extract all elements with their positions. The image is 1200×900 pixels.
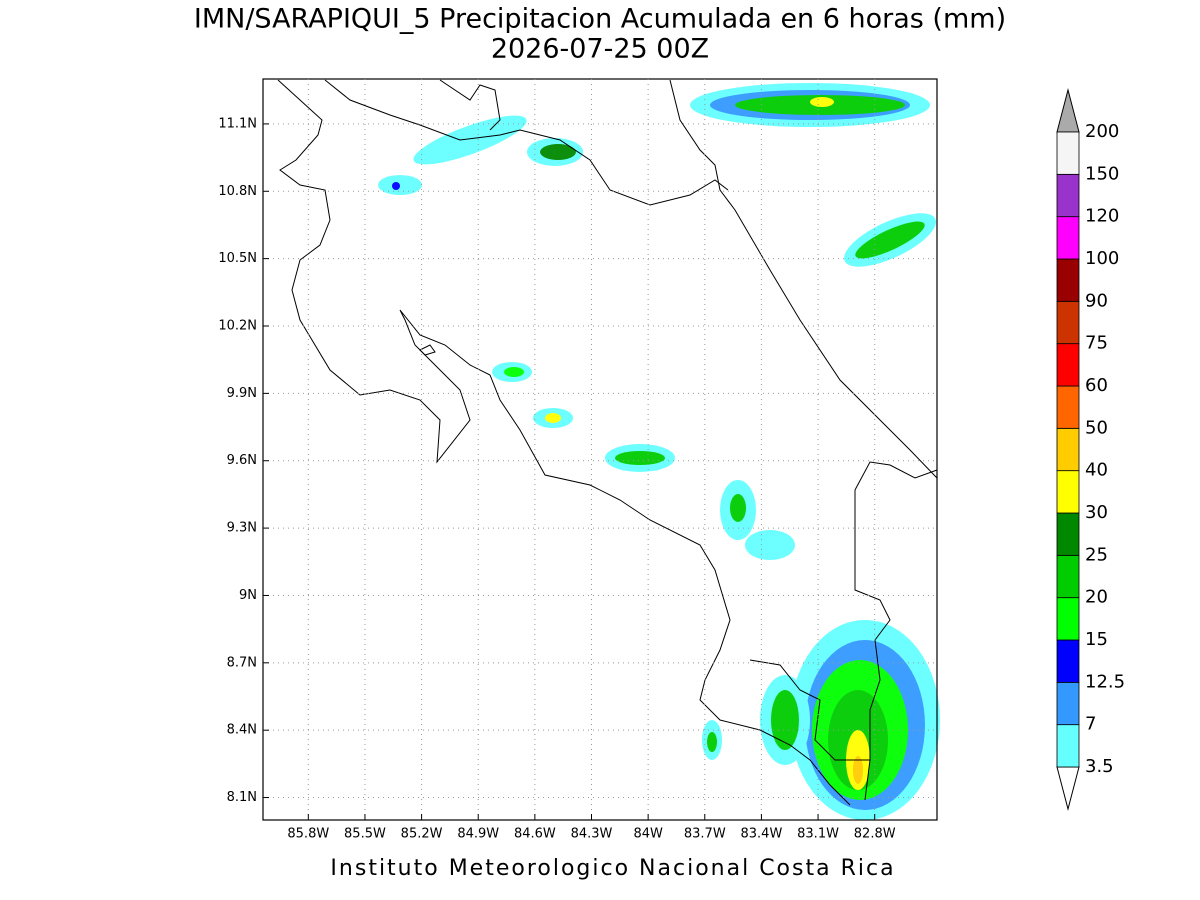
- colorbar-box: [1056, 173, 1080, 218]
- colorbar-label: 90: [1085, 290, 1108, 311]
- y-tick-label: 11.1N: [218, 116, 257, 131]
- colorbar-box: [1056, 131, 1080, 175]
- colorbar-box: [1056, 300, 1080, 345]
- colorbar-label: 50: [1085, 417, 1108, 438]
- colorbar-box: [1056, 216, 1080, 260]
- coastlines: [277, 79, 938, 806]
- colorbar-label: 40: [1085, 460, 1108, 481]
- colorbar-label: 150: [1085, 163, 1119, 184]
- colorbar-box: [1056, 554, 1080, 599]
- y-tick-label: 10.2N: [218, 319, 257, 334]
- colorbar-box: [1056, 470, 1080, 514]
- x-tick-label: 85.8W: [287, 827, 329, 842]
- colorbar-label: 12.5: [1085, 671, 1125, 692]
- y-tick-label: 9.3N: [227, 521, 257, 536]
- colorbar-label: 15: [1085, 629, 1108, 650]
- y-tick-label: 10.8N: [218, 184, 257, 199]
- colorbar-label: 75: [1085, 333, 1108, 354]
- colorbar-box: [1056, 639, 1080, 683]
- colorbar-box: [1056, 258, 1080, 302]
- map-area: 85.8W 85.5W 85.2W 84.9W 84.6W 84.3W 84W 83.7W 83…: [218, 78, 940, 842]
- precip-shading: [378, 83, 940, 820]
- x-tick-label: 85.2W: [401, 827, 443, 842]
- colorbar-over: [1056, 88, 1080, 133]
- x-tick-label: 84.3W: [571, 827, 613, 842]
- y-tick-label: 8.4N: [227, 723, 257, 738]
- colorbar-box: [1056, 427, 1080, 472]
- y-tick-label: 10.5N: [218, 251, 257, 266]
- x-tick-label: 85.5W: [344, 827, 386, 842]
- map-frame: [262, 78, 938, 821]
- x-tick-label: 84W: [633, 827, 663, 842]
- colorbar-under: [1056, 766, 1080, 811]
- colorbar-box: [1056, 724, 1080, 768]
- x-tick-label: 83.7W: [684, 827, 726, 842]
- colorbar-label: 20: [1085, 587, 1108, 608]
- subtitle: 2026-07-25 00Z: [491, 34, 709, 65]
- title: IMN/SARAPIQUI_5 Precipitacion Acumulada …: [194, 4, 1006, 35]
- y-tick-label: 9.6N: [227, 453, 257, 468]
- colorbar-label: 100: [1085, 248, 1119, 269]
- y-tick-label: 8.1N: [227, 790, 257, 805]
- y-tick-label: 8.7N: [227, 655, 257, 670]
- y-tick-label: 9N: [239, 588, 257, 603]
- colorbar-box: [1056, 343, 1080, 387]
- colorbar-box: [1056, 681, 1080, 726]
- colorbar-box: [1056, 512, 1080, 556]
- colorbar-label: 120: [1085, 206, 1119, 227]
- colorbar-label: 30: [1085, 502, 1108, 523]
- x-tick-label: 82.8W: [854, 827, 896, 842]
- x-tick-label: 83.1W: [797, 827, 839, 842]
- colorbar-label: 3.5: [1085, 756, 1114, 777]
- colorbar-label: 200: [1085, 121, 1119, 142]
- colorbar-box: [1056, 597, 1080, 641]
- x-tick-label: 84.9W: [457, 827, 499, 842]
- footer: Instituto Meteorologico Nacional Costa R…: [330, 856, 895, 881]
- colorbar-label: 7: [1085, 714, 1096, 735]
- colorbar-label: 60: [1085, 375, 1108, 396]
- x-tick-label: 83.4W: [741, 827, 783, 842]
- x-tick-label: 84.6W: [514, 827, 556, 842]
- colorbar: 3.5 7 12.5 15 20 25 30 40 50 60 75 90 100 120 150 200: [1056, 88, 1125, 811]
- colorbar-box: [1056, 385, 1080, 429]
- colorbar-label: 25: [1085, 544, 1108, 565]
- y-tick-label: 9.9N: [227, 386, 257, 401]
